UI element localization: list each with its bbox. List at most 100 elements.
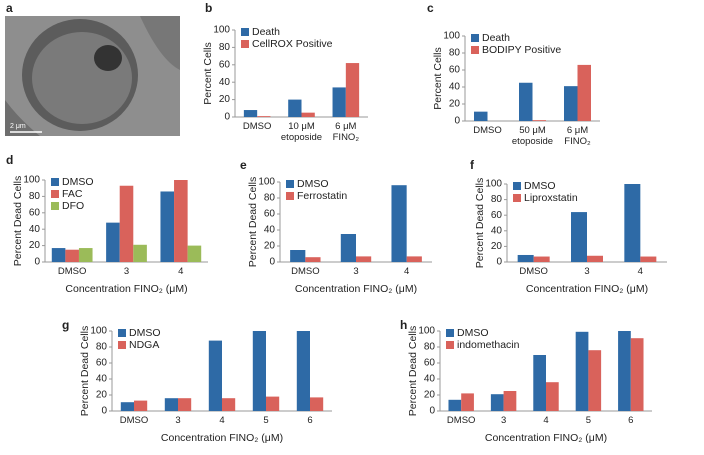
- panel-label: g: [62, 318, 69, 332]
- legend-label: DMSO: [62, 176, 94, 188]
- bar: [490, 394, 504, 411]
- x-axis-label: Concentration FINO₂ (μM): [161, 432, 283, 444]
- x-tick-text: 3: [353, 266, 359, 277]
- y-tick-label: 60: [264, 209, 276, 220]
- x-tick-label: 5: [263, 415, 268, 426]
- bar: [134, 400, 148, 411]
- y-tick-label: 40: [449, 82, 461, 93]
- bar: [546, 382, 559, 411]
- x-tick-label: DMSO: [243, 121, 272, 132]
- y-tick-label: 100: [90, 326, 107, 337]
- x-tick-text: DMSO: [446, 415, 476, 426]
- x-tick-label: DMSO: [291, 266, 320, 277]
- bar: [618, 331, 631, 411]
- bar: [78, 248, 93, 262]
- legend-label: DMSO: [297, 178, 329, 190]
- bar: [461, 393, 474, 411]
- x-axis-label: Concentration FINO₂ (μM): [526, 283, 648, 295]
- y-tick-label: 60: [491, 210, 503, 221]
- legend-label: Liproxstatin: [524, 192, 578, 204]
- bar: [133, 244, 147, 262]
- bar: [533, 256, 550, 262]
- y-tick-label: 40: [96, 374, 108, 385]
- x-tick-text: DMSO: [119, 415, 149, 426]
- panel-label: b: [205, 1, 212, 15]
- bar: [187, 245, 202, 262]
- bar: [222, 398, 236, 411]
- x-tick-label: 4: [404, 266, 410, 277]
- panel-label: h: [400, 318, 407, 332]
- y-tick-label: 100: [258, 177, 275, 188]
- x-tick-text: DMSO: [291, 266, 320, 277]
- x-tick-label: DMSO: [519, 266, 548, 277]
- x-tick-label: DMSO: [473, 125, 502, 136]
- bar: [174, 180, 188, 262]
- legend-label: CellROX Positive: [252, 38, 333, 50]
- y-tick-label: 0: [429, 406, 435, 417]
- bar: [160, 191, 175, 262]
- legend-swatch: [446, 341, 454, 349]
- bar: [532, 120, 546, 121]
- bar: [243, 110, 258, 117]
- legend-swatch: [286, 192, 294, 200]
- x-tick-label: 3: [353, 266, 359, 277]
- legend-swatch: [118, 329, 126, 337]
- bar: [533, 355, 546, 411]
- bar: [406, 256, 422, 262]
- bar: [178, 398, 192, 411]
- y-tick-label: 60: [424, 358, 436, 369]
- bar: [577, 64, 591, 121]
- x-tick-label: 4: [219, 415, 225, 426]
- bar: [340, 234, 356, 262]
- y-tick-label: 80: [29, 191, 41, 202]
- x-tick-text: 4: [219, 415, 225, 426]
- x-tick-label: DMSO: [446, 415, 476, 426]
- x-tick-text: 6: [307, 415, 313, 426]
- x-tick-text: 3: [500, 415, 507, 426]
- y-tick-label: 20: [491, 241, 503, 252]
- bar: [119, 185, 134, 262]
- legend-swatch: [513, 182, 521, 190]
- bar: [252, 331, 266, 411]
- panel-label: f: [470, 158, 475, 172]
- y-tick-label: 20: [264, 241, 276, 252]
- bar: [474, 111, 488, 121]
- legend-swatch: [286, 180, 294, 188]
- legend-label: Death: [252, 26, 280, 38]
- legend-swatch: [241, 40, 249, 48]
- legend-swatch: [51, 202, 59, 210]
- x-tick-text: 6 μM FINO₂: [332, 121, 360, 143]
- y-tick-label: 0: [454, 116, 460, 127]
- y-tick-label: 40: [219, 77, 231, 88]
- y-tick-label: 60: [219, 59, 231, 70]
- y-axis-label: Percent Dead Cells: [247, 177, 259, 267]
- bar: [564, 86, 578, 121]
- x-tick-text: DMSO: [473, 125, 502, 136]
- y-tick-label: 20: [449, 99, 461, 110]
- bar: [503, 391, 517, 411]
- bar: [356, 256, 372, 262]
- x-tick-text: 4: [637, 266, 643, 277]
- bar: [630, 338, 644, 411]
- y-tick-label: 0: [224, 112, 230, 123]
- bar: [266, 396, 280, 411]
- y-axis-label: Percent Cells: [202, 42, 214, 104]
- x-tick-text: 4: [404, 266, 410, 277]
- legend-swatch: [446, 329, 454, 337]
- x-tick-label: 4: [178, 266, 183, 277]
- y-tick-label: 40: [264, 225, 276, 236]
- y-tick-label: 100: [485, 179, 502, 190]
- bar: [575, 331, 589, 411]
- x-tick-label: 6 μM FINO₂: [332, 121, 360, 143]
- bar: [208, 340, 222, 411]
- y-axis-label: Percent Dead Cells: [12, 176, 24, 266]
- bar: [301, 112, 315, 117]
- panel-label: a: [6, 1, 13, 15]
- panel-label: c: [427, 1, 434, 15]
- x-tick-text: 3: [584, 266, 590, 277]
- legend-label: DMSO: [129, 327, 161, 339]
- x-tick-label: 3: [584, 266, 590, 277]
- x-tick-text: 6: [628, 415, 634, 426]
- legend-label: DFO: [62, 200, 84, 212]
- y-tick-label: 80: [424, 342, 436, 353]
